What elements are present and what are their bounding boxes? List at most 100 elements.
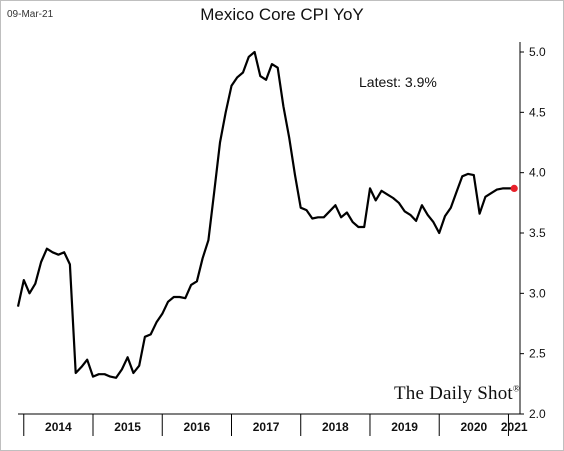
data-point xyxy=(23,279,25,281)
data-point xyxy=(161,313,163,315)
data-point xyxy=(109,376,111,378)
data-point xyxy=(502,187,504,189)
data-point xyxy=(467,173,469,175)
data-point xyxy=(329,210,331,212)
data-point xyxy=(421,204,423,206)
data-point xyxy=(225,111,227,113)
data-point xyxy=(46,248,48,250)
data-point xyxy=(254,51,256,53)
data-point xyxy=(248,56,250,58)
data-point xyxy=(213,191,215,193)
x-tick-label: 2014 xyxy=(45,420,72,434)
data-point xyxy=(144,336,146,338)
y-axis: 2.0 2.5 3.0 3.5 4.0 4.5 5.0 xyxy=(519,42,546,421)
data-point xyxy=(444,215,446,217)
data-point xyxy=(231,85,233,87)
data-point xyxy=(294,174,296,176)
y-tick-label: 3.0 xyxy=(529,286,546,300)
data-point xyxy=(184,297,186,299)
data-point xyxy=(438,232,440,234)
data-point xyxy=(29,292,31,294)
data-point xyxy=(207,239,209,241)
x-tick-label: 2020 xyxy=(460,420,487,434)
data-point xyxy=(450,207,452,209)
data-point xyxy=(34,283,36,285)
data-point xyxy=(104,373,106,375)
data-point xyxy=(473,174,475,176)
data-point xyxy=(98,373,100,375)
data-point xyxy=(427,214,429,216)
data-point xyxy=(415,220,417,222)
data-point xyxy=(334,204,336,206)
x-tick-label: 2019 xyxy=(391,420,418,434)
data-point xyxy=(461,175,463,177)
data-point xyxy=(92,376,94,378)
data-point xyxy=(282,105,284,107)
brand-logo: The Daily Shot® xyxy=(394,383,520,405)
data-point xyxy=(236,76,238,78)
data-point xyxy=(392,197,394,199)
data-point xyxy=(17,306,19,308)
data-point xyxy=(173,296,175,298)
data-point xyxy=(508,187,510,189)
data-point xyxy=(265,79,267,81)
x-tick-label: 2017 xyxy=(253,420,280,434)
data-point xyxy=(271,63,273,65)
data-point xyxy=(381,190,383,192)
data-point xyxy=(352,221,354,223)
x-tick-label: 2021 xyxy=(501,420,528,434)
data-point xyxy=(40,261,42,263)
data-point xyxy=(346,212,348,214)
data-point xyxy=(398,202,400,204)
y-tick-label: 3.5 xyxy=(529,226,546,240)
data-point xyxy=(375,199,377,201)
date-stamp: 09-Mar-21 xyxy=(7,9,54,20)
chart-title: Mexico Core CPI YoY xyxy=(200,5,364,24)
data-point xyxy=(132,372,134,374)
data-point xyxy=(202,257,204,259)
data-point xyxy=(69,263,71,265)
data-point xyxy=(156,321,158,323)
data-point xyxy=(363,226,365,228)
data-point xyxy=(63,251,65,253)
brand-name: The Daily Shot xyxy=(394,383,513,404)
data-point xyxy=(409,214,411,216)
data-point xyxy=(219,142,221,144)
data-point xyxy=(167,301,169,303)
data-point xyxy=(340,216,342,218)
data-point xyxy=(300,207,302,209)
data-point xyxy=(432,221,434,223)
data-point xyxy=(81,366,83,368)
data-point xyxy=(259,75,261,77)
data-point xyxy=(127,356,129,358)
data-point xyxy=(404,210,406,212)
data-point xyxy=(196,280,198,282)
data-point xyxy=(317,216,319,218)
data-point xyxy=(357,226,359,228)
data-point xyxy=(190,284,192,286)
y-tick-label: 4.5 xyxy=(529,105,546,119)
x-tick-label: 2016 xyxy=(184,420,211,434)
data-point xyxy=(369,187,371,189)
data-point xyxy=(484,196,486,198)
y-tick-label: 2.5 xyxy=(529,347,546,361)
data-point xyxy=(75,372,77,374)
data-point xyxy=(456,191,458,193)
y-tick-label: 5.0 xyxy=(529,45,546,59)
data-point xyxy=(115,377,117,379)
data-point xyxy=(386,193,388,195)
data-point xyxy=(311,218,313,220)
data-point xyxy=(242,72,244,74)
data-point xyxy=(496,189,498,191)
x-axis: 2014 2015 2016 2017 2018 2019 2020 2021 xyxy=(18,413,528,436)
y-tick-label: 2.0 xyxy=(529,407,546,421)
data-point xyxy=(323,216,325,218)
data-point xyxy=(288,137,290,139)
data-point xyxy=(277,67,279,69)
y-tick-label: 4.0 xyxy=(529,166,546,180)
data-point xyxy=(57,254,59,256)
data-point xyxy=(52,251,54,253)
data-point xyxy=(479,213,481,215)
series-line xyxy=(16,50,515,379)
